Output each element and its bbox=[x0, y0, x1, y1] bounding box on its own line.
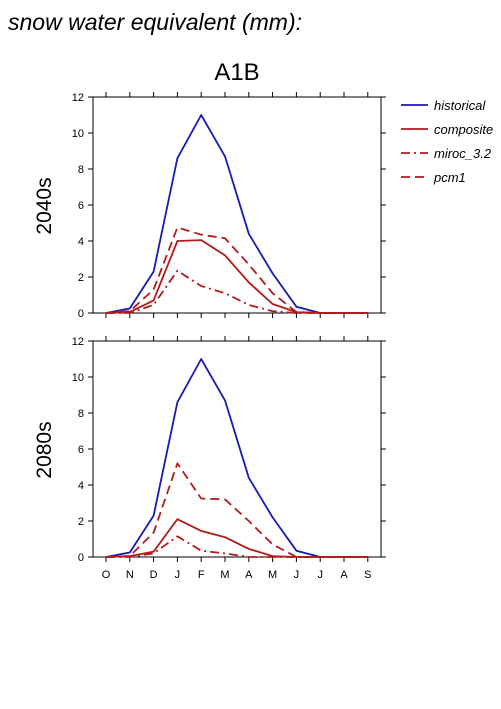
y-tick-label: 6 bbox=[78, 444, 84, 456]
series-line-miroc-3-2 bbox=[106, 269, 368, 314]
series-line-composite bbox=[105, 518, 368, 558]
y-tick-label: 2 bbox=[78, 516, 84, 528]
x-tick-label: D bbox=[150, 569, 158, 581]
scenario-title: A1B bbox=[214, 59, 259, 86]
x-tick-label: N bbox=[126, 569, 134, 581]
y-tick-label: 4 bbox=[78, 236, 84, 248]
y-tick-label: 2 bbox=[78, 272, 84, 284]
y-tick-label: 10 bbox=[72, 372, 84, 384]
legend-label: pcm1 bbox=[433, 170, 466, 185]
plot-frame bbox=[92, 96, 382, 314]
plot-frame bbox=[92, 340, 382, 558]
legend-label: composite bbox=[434, 122, 493, 137]
series-line-pcm1 bbox=[105, 462, 368, 558]
y-tick-label: 12 bbox=[72, 336, 84, 348]
legend-label: historical bbox=[434, 98, 486, 113]
legend-label: miroc_3.2 bbox=[434, 146, 492, 161]
series-line-historical bbox=[105, 358, 368, 558]
y-tick-label: 6 bbox=[78, 200, 84, 212]
y-tick-label: 8 bbox=[78, 408, 84, 420]
y-tick-label: 10 bbox=[72, 128, 84, 140]
x-tick-label: J bbox=[294, 569, 300, 581]
x-tick-label: O bbox=[102, 569, 111, 581]
x-tick-label: J bbox=[317, 569, 323, 581]
x-tick-label: A bbox=[245, 569, 253, 581]
y-tick-label: 0 bbox=[78, 308, 84, 320]
figure-title: snow water equivalent (mm): bbox=[8, 9, 302, 35]
series-line-miroc-3-2 bbox=[106, 535, 368, 558]
x-tick-label: S bbox=[364, 569, 371, 581]
row-label-2080s: 2080s bbox=[33, 421, 56, 478]
x-tick-label: M bbox=[220, 569, 229, 581]
row-label-2040s: 2040s bbox=[33, 177, 56, 234]
legend: historical composite miroc_3.2 pcm1 bbox=[401, 98, 493, 185]
panel-2040s: 2040s 0 2 4 6 8 10 12 bbox=[33, 92, 386, 320]
y-tick-label: 0 bbox=[78, 552, 84, 564]
x-tick-label: M bbox=[268, 569, 277, 581]
y-tick-label: 4 bbox=[78, 480, 84, 492]
x-tick-label: J bbox=[175, 569, 181, 581]
series-line-historical bbox=[105, 114, 368, 314]
y-tick-label: 12 bbox=[72, 92, 84, 104]
x-tick-label: F bbox=[198, 569, 205, 581]
panel-2080s: 2080s 0 2 4 6 8 10 12 O N D J F M A M J J A S bbox=[33, 336, 386, 581]
x-tick-label: A bbox=[340, 569, 348, 581]
y-tick-label: 8 bbox=[78, 164, 84, 176]
series-line-pcm1 bbox=[105, 226, 368, 314]
